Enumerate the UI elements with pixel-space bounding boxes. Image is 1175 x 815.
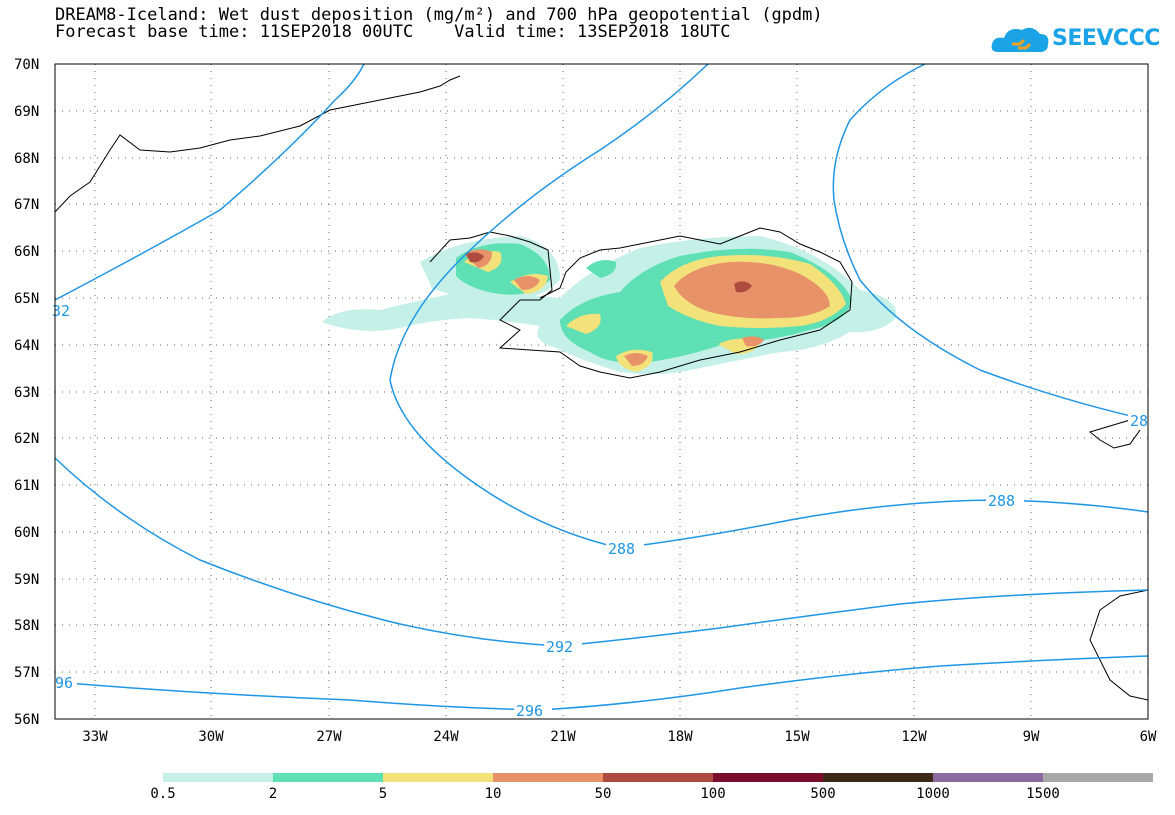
dust-area-10 [514, 276, 540, 290]
contour-label: 32 [52, 302, 70, 320]
map-border [54, 63, 1149, 720]
lat-label: 65N [14, 291, 39, 307]
lat-label: 67N [14, 197, 39, 213]
contour-line [832, 64, 1148, 421]
dust-area-50 [734, 281, 752, 293]
contour-line [55, 64, 365, 301]
contour-label: 288 [988, 492, 1015, 510]
iceland-coast [429, 227, 853, 379]
colorbar-label: 1000 [916, 786, 950, 802]
lat-label: 56N [14, 712, 39, 728]
colorbar-swatch [163, 773, 273, 782]
dust-deposition-field [322, 236, 897, 375]
contour-line [55, 655, 1148, 711]
dust-area-10 [674, 261, 830, 319]
greenland-coast [55, 75, 461, 213]
colorbar-label: 1500 [1026, 786, 1060, 802]
colorbar-swatch [713, 773, 823, 782]
forecast-times: Forecast base time: 11SEP2018 00UTC Vali… [55, 22, 731, 42]
lat-label: 68N [14, 151, 39, 167]
colorbar-swatch [823, 773, 933, 782]
lon-label: 12W [901, 729, 927, 745]
faroe-islands-coast [1088, 419, 1141, 449]
dust-area-10 [624, 353, 648, 366]
colorbar-label: 50 [595, 786, 612, 802]
lon-label: 24W [433, 729, 459, 745]
colorbar-label: 500 [810, 786, 835, 802]
contour-label: 296 [516, 702, 543, 720]
lat-label: 64N [14, 338, 39, 354]
contour-label: 288 [608, 540, 635, 558]
lon-label: 15W [784, 729, 810, 745]
lat-label: 61N [14, 478, 39, 494]
lat-label: 57N [14, 665, 39, 681]
dust-area-5 [566, 313, 601, 334]
dust-area-10 [742, 336, 764, 347]
lat-label: 63N [14, 385, 39, 401]
lon-label: 18W [667, 729, 693, 745]
lat-label: 69N [14, 104, 39, 120]
colorbar-label: 100 [700, 786, 725, 802]
colorbar-swatch [383, 773, 493, 782]
contour-line [389, 64, 1148, 549]
colorbar-label: 10 [485, 786, 502, 802]
lon-label: 30W [198, 729, 224, 745]
contour-label: 96 [55, 674, 73, 692]
cloud-logo-icon [991, 27, 1049, 52]
colorbar-swatch [603, 773, 713, 782]
lon-label: 9W [1023, 729, 1040, 745]
longitude-labels: 33W 30W 27W 24W 21W 18W 15W 12W 9W 6W [82, 729, 1157, 745]
colorbar-label: 0.5 [150, 786, 175, 802]
colorbar-swatch [1043, 773, 1153, 782]
lon-label: 27W [316, 729, 342, 745]
lat-label: 66N [14, 244, 39, 260]
colorbar: 0.5 2 5 10 50 100 500 1000 1500 [150, 773, 1153, 802]
contour-label: 28 [1130, 412, 1148, 430]
lon-label: 33W [82, 729, 108, 745]
colorbar-label: 5 [379, 786, 387, 802]
colorbar-swatch [493, 773, 603, 782]
logo-text: SEEVCCC [1052, 26, 1160, 51]
contour-labels: 32 288 288 292 296 96 28 [50, 302, 1148, 720]
colorbar-swatch [273, 773, 383, 782]
lon-label: 21W [550, 729, 576, 745]
chart-title: DREAM8-Iceland: Wet dust deposition (mg/… [55, 5, 823, 25]
colorbar-label: 2 [269, 786, 277, 802]
lat-label: 60N [14, 525, 39, 541]
dust-area-50 [466, 252, 484, 263]
colorbar-swatch [933, 773, 1043, 782]
lon-label: 6W [1140, 729, 1157, 745]
scotland-coast [1089, 589, 1148, 701]
coastlines [55, 75, 1148, 701]
dust-area-2 [586, 260, 617, 278]
lat-label: 59N [14, 572, 39, 588]
lat-label: 70N [14, 57, 39, 73]
latitude-labels: 70N 69N 68N 67N 66N 65N 64N 63N 62N 61N … [14, 57, 39, 728]
lat-label: 58N [14, 618, 39, 634]
lat-label: 62N [14, 431, 39, 447]
contour-label: 292 [546, 638, 573, 656]
graticule [55, 64, 1148, 719]
